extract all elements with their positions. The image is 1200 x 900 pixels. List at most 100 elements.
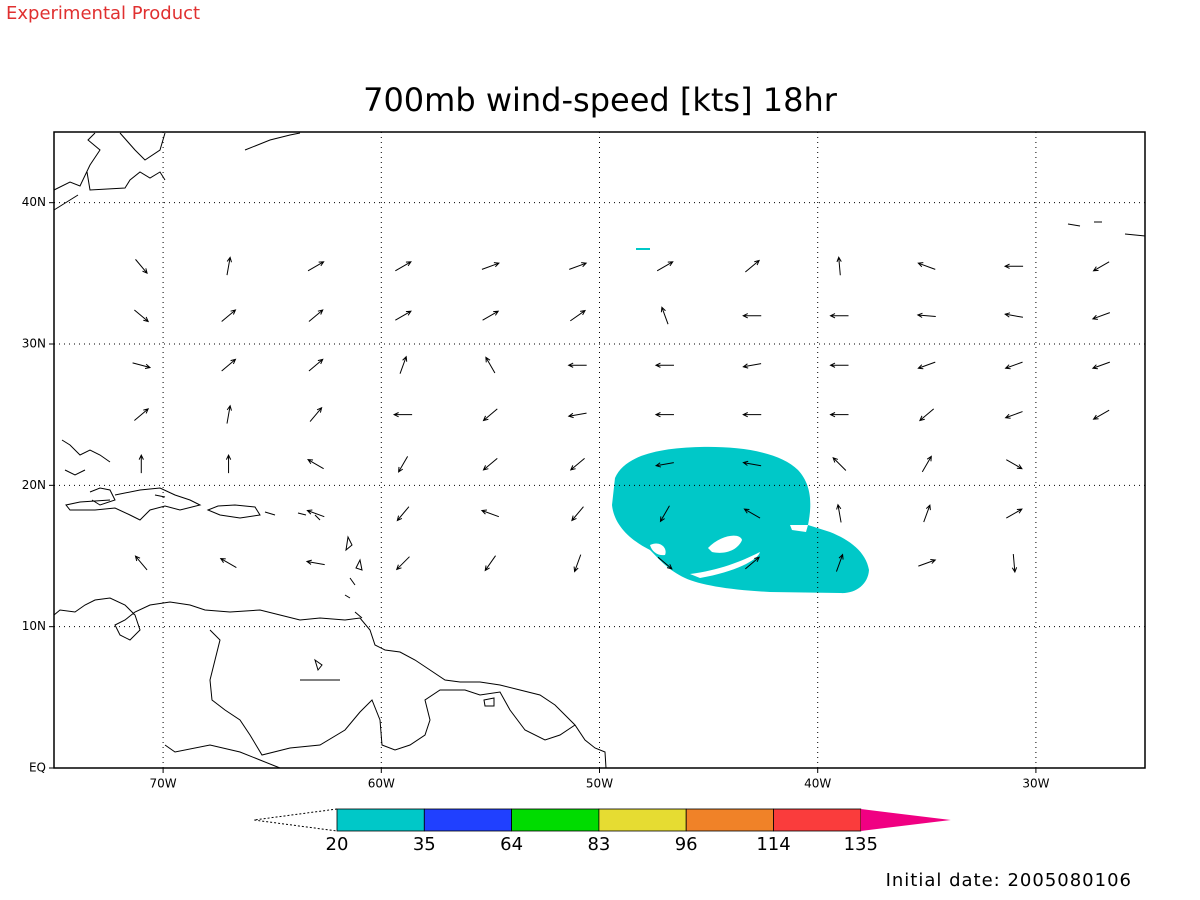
wind-arrow xyxy=(654,362,674,368)
wind-arrow xyxy=(921,455,932,473)
wind-arrow xyxy=(1011,554,1018,574)
wind-arrow xyxy=(835,553,844,572)
colorbar-under xyxy=(253,808,338,832)
wind-arrow xyxy=(659,505,670,523)
wind-arrow xyxy=(836,256,842,276)
wind-arrow xyxy=(395,310,412,321)
colorbar-box xyxy=(423,808,512,832)
wind-arrow xyxy=(1006,459,1023,470)
wind-arrow xyxy=(567,362,587,368)
y-tick-label: 10N xyxy=(22,619,46,633)
wind-arrow xyxy=(219,557,237,569)
wind-arrow xyxy=(1004,312,1024,318)
wind-arrow xyxy=(307,261,325,272)
wind-arrow xyxy=(571,506,584,522)
wind-arrow xyxy=(745,259,761,273)
wind-shading xyxy=(612,248,869,594)
wind-arrow xyxy=(482,457,498,471)
x-tick-label: 60W xyxy=(368,777,395,791)
wind-arrow xyxy=(484,555,496,572)
colorbar-box xyxy=(511,808,600,832)
colorbar-label: 96 xyxy=(675,834,698,855)
colorbar-box xyxy=(336,808,425,832)
wind-arrow xyxy=(742,363,762,369)
wind-arrow xyxy=(308,309,324,322)
colorbar-label: 135 xyxy=(844,834,878,855)
wind-arrow xyxy=(134,408,150,421)
colorbar-box xyxy=(773,808,862,832)
wind-arrow xyxy=(829,362,849,368)
wind-arrow xyxy=(309,406,323,422)
wind-arrow xyxy=(1004,361,1023,370)
wind-arrow xyxy=(395,556,410,571)
wind-arrow xyxy=(573,554,582,573)
wind-arrow xyxy=(480,509,500,518)
wind-arrow xyxy=(138,453,144,474)
wind-arrow xyxy=(742,460,762,467)
wind-arrow xyxy=(132,362,152,369)
wind-arrow xyxy=(306,509,325,518)
wind-arrow xyxy=(918,558,937,567)
wind-arrow xyxy=(742,313,762,319)
wind-arrow xyxy=(570,309,586,322)
wind-arrow xyxy=(656,261,674,272)
wind-arrow xyxy=(398,456,409,473)
colorbar-label: 35 xyxy=(413,834,436,855)
product-label: Experimental Product xyxy=(6,3,200,24)
wind-arrow xyxy=(307,459,324,470)
y-tick-label: EQ xyxy=(29,761,46,775)
wind-arrow xyxy=(399,355,408,374)
initial-date: Initial date: 2005080106 xyxy=(886,870,1132,891)
x-tick-label: 50W xyxy=(586,777,613,791)
wind-arrow xyxy=(836,503,842,523)
wind-arrow xyxy=(226,404,232,424)
wind-arrow xyxy=(742,412,762,418)
wind-arrow xyxy=(1091,312,1110,320)
wind-arrow xyxy=(829,412,849,418)
wind-arrow xyxy=(743,508,761,519)
wind-arrow xyxy=(481,262,500,270)
wind-arrow xyxy=(916,312,936,318)
colorbar-label: 114 xyxy=(756,834,790,855)
wind-arrow xyxy=(1004,411,1023,419)
map-title: 700mb wind-speed [kts] 18hr xyxy=(363,81,838,119)
wind-arrow xyxy=(305,559,325,566)
y-tick-label: 30N xyxy=(22,337,46,351)
y-tick-label: 40N xyxy=(22,195,46,209)
wind-arrow xyxy=(829,313,849,319)
wind-arrow xyxy=(660,306,669,325)
colorbar-box xyxy=(598,808,687,832)
wind-arrow xyxy=(919,408,935,422)
wind-arrow xyxy=(1091,361,1110,370)
colorbar-label: 83 xyxy=(587,834,610,855)
wind-arrow xyxy=(135,259,148,275)
wind-arrow xyxy=(917,262,936,270)
colorbar-over xyxy=(860,809,951,831)
wind-arrow xyxy=(392,412,413,418)
wind-arrow xyxy=(567,412,587,419)
wind-arrow xyxy=(221,309,237,322)
wind-arrow xyxy=(1006,508,1023,519)
wind-arrow xyxy=(1092,261,1110,272)
wind-arrow xyxy=(396,506,410,522)
wind-arrow xyxy=(654,412,674,418)
wind-arrow xyxy=(569,457,585,471)
wind-arrow xyxy=(917,361,936,370)
wind-arrow xyxy=(308,358,324,372)
wind-arrow xyxy=(832,456,847,471)
wind-arrow xyxy=(654,462,674,468)
wind-arrow xyxy=(657,556,673,570)
wind-arrow xyxy=(226,256,232,276)
colorbar-box xyxy=(685,808,774,832)
x-tick-label: 30W xyxy=(1022,777,1049,791)
wind-arrow xyxy=(485,356,496,374)
wind-arrow xyxy=(482,310,500,321)
wind-arrow xyxy=(1092,409,1110,420)
wind-arrow xyxy=(134,309,150,323)
colorbar-label: 20 xyxy=(326,834,349,855)
y-tick-label: 20N xyxy=(22,478,46,492)
wind-arrow xyxy=(221,358,237,372)
wind-arrow xyxy=(225,453,232,474)
wind-arrow xyxy=(569,262,588,270)
